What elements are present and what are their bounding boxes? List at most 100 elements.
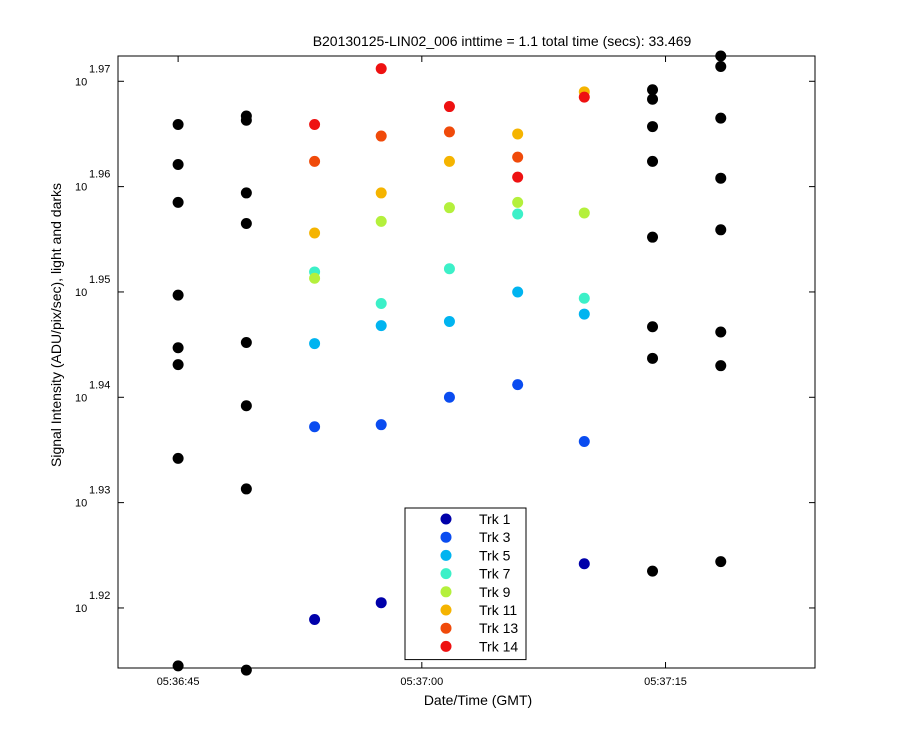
dark-point	[715, 556, 727, 568]
dark-point	[647, 321, 659, 333]
y-tick-exponent: 1.92	[89, 590, 110, 602]
x-tick-label: 05:36:45	[157, 676, 200, 688]
dark-point	[715, 326, 727, 338]
legend-marker	[440, 604, 452, 616]
x-tick-label: 05:37:00	[400, 676, 443, 688]
dark-point	[240, 217, 252, 229]
trk-7-point	[443, 263, 455, 275]
trk-9-point	[578, 207, 590, 219]
dark-point	[240, 400, 252, 412]
legend-label: Trk 3	[479, 529, 511, 545]
dark-point	[715, 224, 727, 236]
dark-point	[240, 483, 252, 495]
trk-14-point	[375, 63, 387, 75]
plot-area	[172, 50, 727, 676]
trk-9-point	[443, 202, 455, 214]
trk-14-point	[512, 171, 524, 183]
legend-label: Trk 1	[479, 511, 511, 527]
y-tick-exponent: 1.94	[89, 379, 110, 391]
dark-point	[647, 352, 659, 364]
dark-point	[647, 565, 659, 577]
y-tick-base: 10	[75, 498, 87, 510]
dark-point	[647, 155, 659, 167]
trk-1-point	[309, 614, 321, 626]
trk-13-point	[375, 130, 387, 142]
dark-point	[240, 337, 252, 349]
legend-marker	[440, 640, 452, 652]
trk-5-point	[375, 320, 387, 332]
trk-7-point	[375, 298, 387, 310]
legend-label: Trk 9	[479, 584, 511, 600]
y-tick-exponent: 1.93	[89, 485, 110, 497]
trk-3-point	[375, 419, 387, 431]
dark-point	[647, 93, 659, 105]
legend-label: Trk 5	[479, 547, 511, 563]
trk-9-point	[375, 215, 387, 227]
trk-5-point	[578, 308, 590, 320]
trk-11-point	[443, 155, 455, 167]
dark-point	[240, 114, 252, 126]
y-tick-base: 10	[75, 182, 87, 194]
trk-14-point	[443, 101, 455, 113]
trk-5-point	[309, 338, 321, 350]
dark-point	[172, 118, 184, 130]
axes: 05:36:45 05:37:00 05:37:151.92101.93101.94…	[75, 56, 815, 688]
x-axis-label: Date/Time (GMT)	[424, 692, 532, 708]
legend-label: Trk 14	[479, 638, 518, 654]
dark-point	[715, 360, 727, 372]
dark-point	[172, 158, 184, 170]
trk-3-point	[309, 421, 321, 433]
trk-14-point	[309, 118, 321, 130]
dark-point	[715, 61, 727, 73]
trk-11-point	[375, 187, 387, 199]
trk-9-point	[512, 196, 524, 208]
trk-3-point	[443, 391, 455, 403]
trk-1-point	[375, 597, 387, 609]
y-axis-label: Signal Intensity (ADU/pix/sec), light an…	[48, 183, 64, 467]
dark-point	[647, 84, 659, 96]
y-tick-exponent: 1.96	[89, 169, 110, 181]
legend-marker	[440, 622, 452, 634]
dark-point	[172, 452, 184, 464]
y-tick-base: 10	[75, 392, 87, 404]
trk-11-point	[512, 128, 524, 140]
trk-3-point	[512, 379, 524, 391]
y-tick-exponent: 1.95	[89, 274, 110, 286]
trk-5-point	[512, 286, 524, 298]
trk-5-point	[443, 315, 455, 327]
x-tick-label: 05:37:15	[644, 676, 687, 688]
trk-7-point	[512, 208, 524, 220]
trk-13-point	[309, 155, 321, 167]
trk-13-point	[512, 151, 524, 163]
legend-marker	[440, 513, 452, 525]
legend-marker	[440, 531, 452, 543]
plot-frame	[117, 55, 816, 669]
dark-point	[715, 112, 727, 124]
trk-9-point	[309, 272, 321, 284]
legend-label: Trk 7	[479, 566, 511, 582]
legend: Trk 1 Trk 3 Trk 5 Trk 7 Trk 9 Trk 11 Trk 13 Trk…	[404, 507, 527, 661]
legend-marker	[440, 549, 452, 561]
dark-point	[647, 231, 659, 243]
trk-7-point	[578, 292, 590, 304]
y-tick-base: 10	[75, 287, 87, 299]
legend-marker	[440, 568, 452, 580]
trk-1-point	[578, 558, 590, 570]
dark-point	[240, 664, 252, 676]
legend-box	[404, 507, 527, 661]
legend-marker	[440, 586, 452, 598]
legend-label: Trk 11	[479, 602, 517, 618]
dark-point	[647, 121, 659, 133]
dark-point	[240, 187, 252, 199]
legend-label: Trk 13	[479, 620, 518, 636]
y-tick-base: 10	[75, 603, 87, 615]
dark-point	[172, 289, 184, 301]
trk-3-point	[578, 436, 590, 448]
dark-point	[172, 196, 184, 208]
dark-point	[172, 342, 184, 354]
trk-14-point	[578, 91, 590, 103]
trk-11-point	[309, 227, 321, 239]
y-tick-exponent: 1.97	[89, 63, 110, 75]
y-tick-base: 10	[75, 76, 87, 88]
